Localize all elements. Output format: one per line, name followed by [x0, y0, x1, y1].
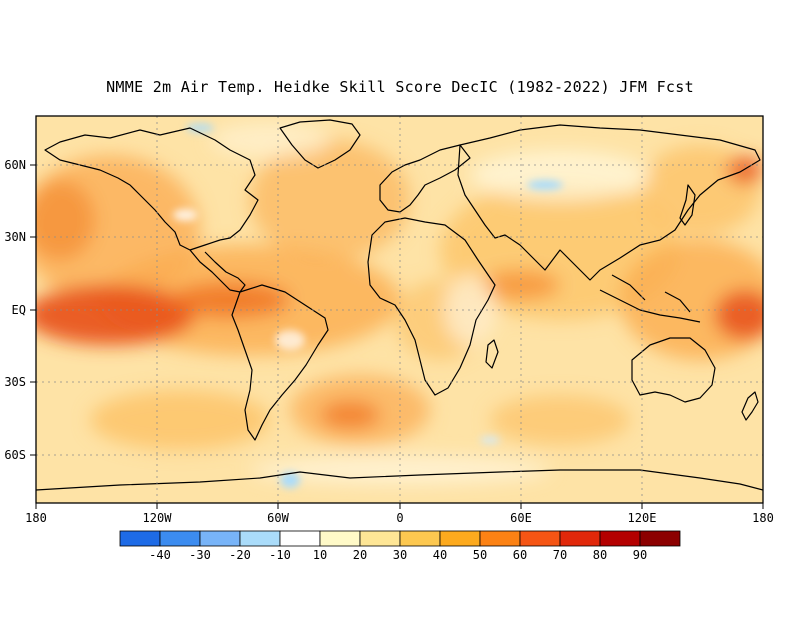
- coastlines: [36, 119, 763, 491]
- colorbar-tick-label: -40: [149, 548, 171, 562]
- colorbar-tick-label: 80: [593, 548, 607, 562]
- lon-label-180w: 180: [25, 511, 47, 525]
- colorbar-box: [159, 530, 201, 547]
- colorbar-tick-label: -30: [189, 548, 211, 562]
- colorbar-tick-label: 10: [313, 548, 327, 562]
- colorbar-box: [119, 530, 161, 547]
- colorbar-box: [559, 530, 601, 547]
- lat-label-30s: 30S: [4, 375, 26, 389]
- colorbar-tick-label: 50: [473, 548, 487, 562]
- colorbar-box: [439, 530, 481, 547]
- lon-label-0: 0: [396, 511, 403, 525]
- tick-marks: [30, 164, 764, 509]
- colorbar-box: [279, 530, 321, 547]
- colorbar-box: [239, 530, 281, 547]
- lat-label-30n: 30N: [4, 230, 26, 244]
- lon-label-120w: 120W: [143, 511, 173, 525]
- colorbar-box: [479, 530, 521, 547]
- colorbar: [119, 530, 681, 547]
- colorbar-box: [399, 530, 441, 547]
- colorbar-tick-label: 90: [633, 548, 647, 562]
- colorbar-box: [639, 530, 681, 547]
- colorbar-tick-label: -20: [229, 548, 251, 562]
- lon-label-60e: 60E: [510, 511, 532, 525]
- colorbar-tick-label: 60: [513, 548, 527, 562]
- colorbar-box: [319, 530, 361, 547]
- colorbar-box: [519, 530, 561, 547]
- colorbar-box: [199, 530, 241, 547]
- colorbar-labels: -40 -30 -20 -10 10 20 30 40 50 60 70 80 90: [149, 548, 647, 562]
- map-title: NMME 2m Air Temp. Heidke Skill Score Dec…: [106, 78, 694, 96]
- lon-label-180e: 180: [752, 511, 774, 525]
- lat-label-60s: 60S: [4, 448, 26, 462]
- lon-label-120e: 120E: [628, 511, 657, 525]
- colorbar-box: [359, 530, 401, 547]
- gridlines: [36, 116, 763, 503]
- lat-label-60n: 60N: [4, 158, 26, 172]
- colorbar-tick-label: 30: [393, 548, 407, 562]
- lat-label-eq: EQ: [12, 303, 26, 317]
- colorbar-tick-label: -10: [269, 548, 291, 562]
- colorbar-box: [599, 530, 641, 547]
- colorbar-tick-label: 70: [553, 548, 567, 562]
- lon-label-60w: 60W: [267, 511, 289, 525]
- colorbar-tick-label: 40: [433, 548, 447, 562]
- colorbar-tick-label: 20: [353, 548, 367, 562]
